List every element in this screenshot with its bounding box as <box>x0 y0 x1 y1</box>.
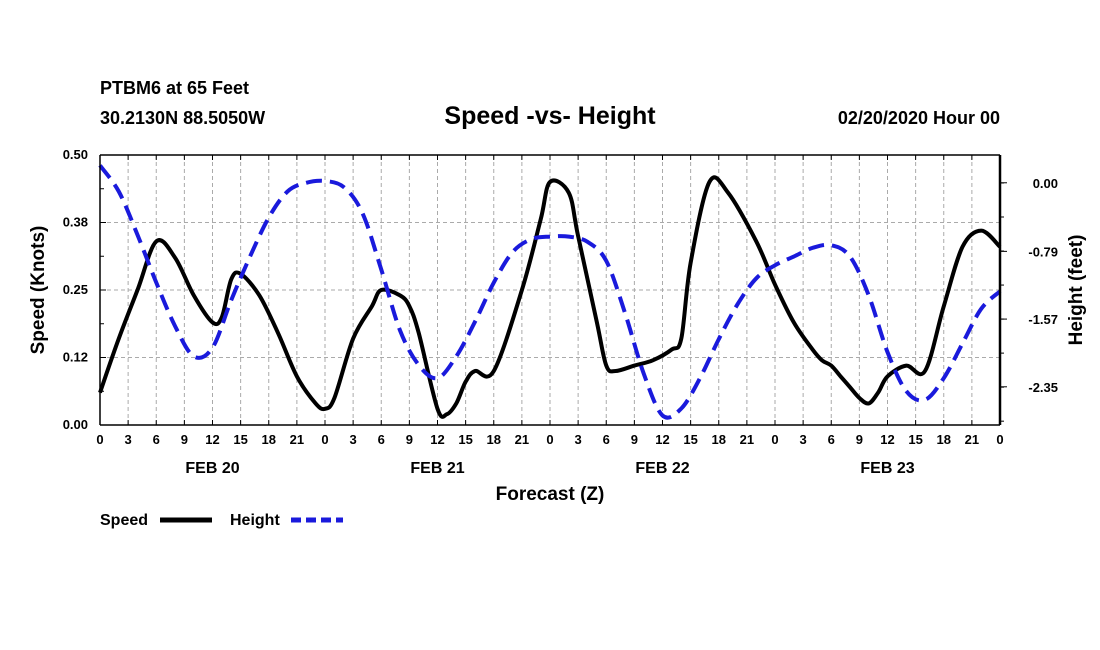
x-tick-label: 9 <box>181 432 188 447</box>
y2-tick-label: 0.00 <box>1033 176 1058 191</box>
y-axis-title: Speed (Knots) <box>28 226 49 355</box>
x-axis-title: Forecast (Z) <box>496 484 605 505</box>
x-tick-label: 6 <box>828 432 835 447</box>
x-tick-label: 18 <box>487 432 501 447</box>
x-tick-label: 12 <box>430 432 444 447</box>
x-tick-label: 15 <box>908 432 922 447</box>
day-label: FEB 23 <box>860 460 914 477</box>
x-tick-label: 18 <box>712 432 726 447</box>
y2-tick-label: -1.57 <box>1028 312 1058 327</box>
x-tick-label: 9 <box>856 432 863 447</box>
x-tick-label: 18 <box>937 432 951 447</box>
legend-height-label: Height <box>230 512 280 529</box>
x-tick-label: 15 <box>458 432 472 447</box>
x-tick-label: 18 <box>262 432 276 447</box>
x-tick-label: 21 <box>965 432 979 447</box>
x-tick-label: 0 <box>321 432 328 447</box>
y2-tick-label: -2.35 <box>1028 380 1058 395</box>
x-tick-label: 21 <box>740 432 754 447</box>
x-tick-label: 6 <box>603 432 610 447</box>
x-tick-label: 0 <box>771 432 778 447</box>
x-tick-label: 15 <box>233 432 247 447</box>
y2-axis-title: Height (feet) <box>1066 235 1087 346</box>
y-tick-label: 0.12 <box>63 350 88 365</box>
x-tick-label: 3 <box>575 432 582 447</box>
station-label: PTBM6 at 65 Feet <box>100 78 249 98</box>
axis-ticks: 0 3 6 9 12 15 18 21 0 3 6 9 12 15 18 21 0 3 6 9 12 15 18 21 0 3 6 9… <box>63 147 1058 477</box>
legend: Speed Height <box>100 512 343 529</box>
x-tick-label: 0 <box>546 432 553 447</box>
x-tick-label: 3 <box>350 432 357 447</box>
x-tick-label: 15 <box>683 432 697 447</box>
x-tick-label: 0 <box>996 432 1003 447</box>
day-label: FEB 20 <box>185 460 239 477</box>
x-tick-label: 3 <box>125 432 132 447</box>
plot-frame <box>99 154 1002 426</box>
x-tick-label: 6 <box>153 432 160 447</box>
grid-lines <box>100 155 1000 425</box>
legend-speed-label: Speed <box>100 512 148 529</box>
x-tick-label: 6 <box>378 432 385 447</box>
coordinates-label: 30.2130N 88.5050W <box>100 108 265 128</box>
y-tick-label: 0.00 <box>63 417 88 432</box>
datetime-label: 02/20/2020 Hour 00 <box>838 108 1000 128</box>
x-tick-label: 21 <box>290 432 304 447</box>
height-series-line <box>98 164 1002 420</box>
y2-tick-label: -0.79 <box>1028 244 1058 259</box>
x-tick-label: 3 <box>800 432 807 447</box>
series-lines <box>98 164 1002 420</box>
chart-title: Speed -vs- Height <box>444 102 656 130</box>
y-tick-label: 0.50 <box>63 147 88 162</box>
y-tick-label: 0.25 <box>63 282 88 297</box>
day-label: FEB 21 <box>410 460 464 477</box>
x-tick-label: 0 <box>96 432 103 447</box>
x-tick-label: 9 <box>631 432 638 447</box>
day-label: FEB 22 <box>635 460 689 477</box>
x-tick-label: 21 <box>515 432 529 447</box>
x-tick-label: 12 <box>205 432 219 447</box>
x-tick-label: 12 <box>655 432 669 447</box>
speed-series-line <box>98 175 1002 419</box>
x-tick-label: 9 <box>406 432 413 447</box>
x-tick-label: 12 <box>880 432 894 447</box>
y-tick-label: 0.38 <box>63 215 88 230</box>
